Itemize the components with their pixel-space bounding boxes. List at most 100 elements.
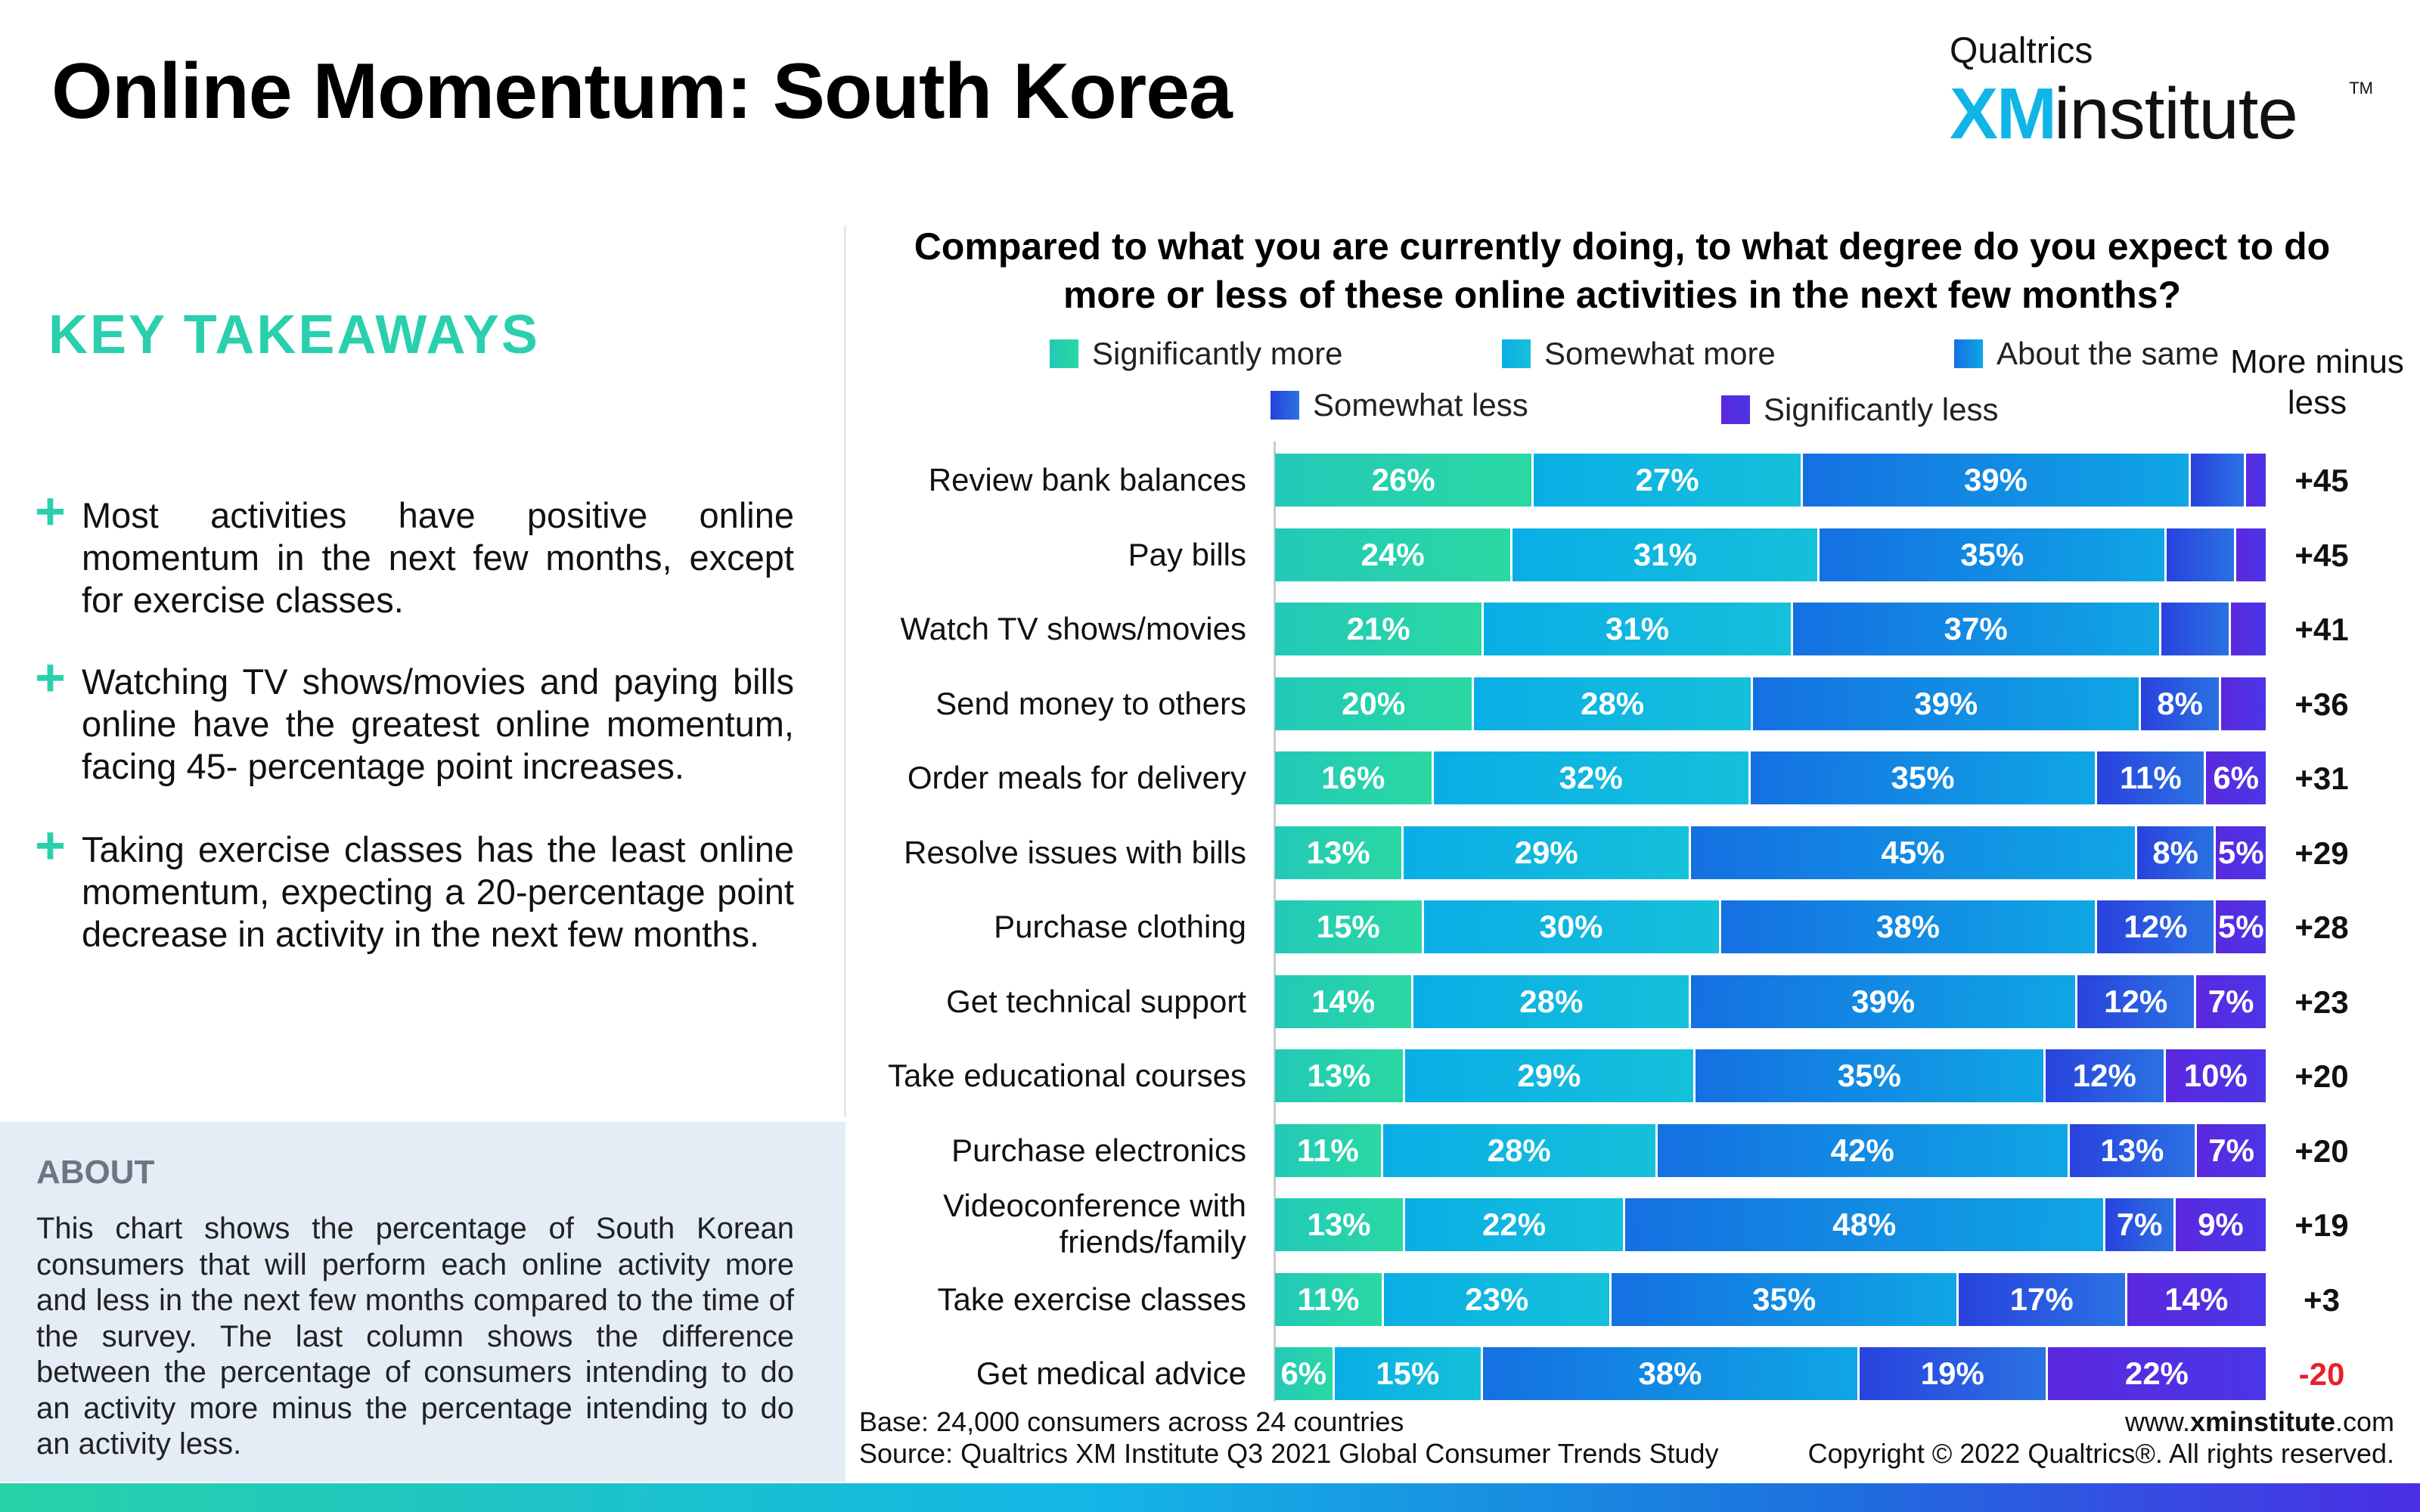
bar-segment: 26%: [1275, 454, 1534, 507]
logo-trademark: TM: [2349, 79, 2373, 98]
net-value: +20: [2294, 1058, 2349, 1094]
bottom-gradient-stripe: [0, 1483, 2420, 1512]
net-value: +23: [2294, 984, 2349, 1020]
bar-segment: 5%: [2216, 900, 2266, 953]
website-link[interactable]: www.xminstitute.com: [2124, 1406, 2394, 1437]
bar-segment: 24%: [1275, 528, 1513, 581]
category-label: Pay bills: [1128, 536, 1246, 572]
bar-segment: 11%: [1275, 1272, 1385, 1326]
category-label: Purchase electronics: [951, 1132, 1246, 1168]
net-column-heading: More minus less: [2230, 343, 2404, 421]
copyright-text: Copyright © 2022 Qualtrics®. All rights …: [1807, 1438, 2394, 1469]
category-label: Purchase clothing: [994, 909, 1246, 944]
net-value: +31: [2294, 761, 2349, 796]
bar-segment: 8%: [2141, 677, 2221, 730]
category-label: Take educational courses: [888, 1058, 1246, 1093]
legend-swatch: [1502, 339, 1531, 368]
category-label: Take exercise classes: [937, 1281, 1247, 1317]
bar-segment: 15%: [1275, 900, 1424, 953]
bar-segment: 27%: [1534, 454, 1803, 507]
category-label: Send money to others: [935, 685, 1246, 721]
bar-segment: 38%: [1720, 900, 2098, 953]
bar-segment: 6%: [1275, 1347, 1335, 1400]
takeaways-panel: KEY TAKEAWAYS + Most activities have pos…: [0, 219, 844, 1122]
legend-item-somewhat-less: Somewhat less: [1270, 387, 1528, 423]
category-label: Get technical support: [946, 983, 1246, 1019]
plus-icon: +: [35, 482, 66, 541]
net-value: +29: [2294, 835, 2349, 871]
column-divider: [844, 225, 846, 1117]
bar-segment: [2191, 454, 2246, 507]
net-value: +3: [2304, 1281, 2340, 1318]
bar-segment: 48%: [1625, 1198, 2106, 1251]
stacked-bar: 15% 30% 38% 12% 5%: [1275, 900, 2266, 953]
plus-icon: +: [35, 816, 66, 875]
takeaway-text: Most activities have positive online mom…: [82, 495, 794, 620]
net-value: +36: [2294, 686, 2349, 722]
takeaway-text: Taking exercise classes has the least on…: [82, 829, 794, 954]
net-value: +20: [2294, 1132, 2349, 1169]
bar-segment: 14%: [1275, 974, 1414, 1028]
legend-swatch: [1954, 339, 1983, 368]
bar-segment: 7%: [2105, 1198, 2176, 1251]
legend-swatch: [1270, 391, 1299, 420]
bar-segment: 29%: [1405, 1049, 1696, 1102]
legend-label: About the same: [1996, 336, 2220, 371]
stacked-bar: 13% 29% 35% 12% 10%: [1275, 1049, 2266, 1102]
bar-segment: 39%: [1752, 677, 2142, 730]
bar-segment: 30%: [1423, 900, 1721, 953]
bar-segment: 32%: [1433, 751, 1751, 804]
bar-segment: 20%: [1275, 677, 1475, 730]
legend-swatch: [1050, 339, 1078, 368]
source-note: Source: Qualtrics XM Institute Q3 2021 G…: [859, 1438, 1719, 1469]
net-value: +45: [2294, 537, 2349, 573]
stacked-bar: 11% 28% 42% 13% 7%: [1275, 1123, 2266, 1177]
bar-segment: 37%: [1792, 603, 2161, 655]
bar-segment: 12%: [2097, 900, 2217, 953]
bar-segment: 6%: [2206, 751, 2266, 804]
xm-institute-logo: Qualtrics XM institute TM: [1950, 30, 2373, 154]
takeaway-item: + Watching TV shows/movies and paying bi…: [35, 651, 794, 788]
bar-segment: [2230, 603, 2266, 655]
footer-source: Base: 24,000 consumers across 24 countri…: [859, 1406, 1719, 1470]
category-label: Watch TV shows/movies: [900, 611, 1246, 646]
bar-segment: 15%: [1334, 1347, 1484, 1400]
bar-segment: 39%: [1802, 454, 2192, 507]
bar-segment: 16%: [1275, 751, 1434, 804]
bar-segment: 12%: [2077, 974, 2197, 1028]
bar-segment: [2245, 454, 2266, 507]
legend-item-significantly-more: Significantly more: [1050, 336, 1342, 372]
bar-segment: 13%: [1275, 1198, 1406, 1251]
category-label: Resolve issues with bills: [904, 834, 1246, 870]
stacked-bar: 26% 27% 39%: [1275, 454, 2266, 507]
bar-segment: 7%: [2196, 974, 2266, 1028]
bar-segment: 31%: [1512, 528, 1820, 581]
category-label: Order meals for delivery: [907, 760, 1246, 795]
bar-segment: 28%: [1413, 974, 1692, 1028]
about-heading: ABOUT: [36, 1154, 155, 1191]
bar-segment: [2220, 677, 2266, 730]
bar-segment: [2166, 528, 2236, 581]
bar-segment: 11%: [1275, 1123, 1383, 1177]
legend-label: Significantly less: [1764, 392, 1999, 427]
bar-segment: 22%: [2047, 1347, 2266, 1400]
category-label: Review bank balances: [928, 462, 1246, 497]
legend-label: Somewhat more: [1544, 336, 1776, 371]
bar-segment: 35%: [1750, 751, 2098, 804]
stacked-bar: 13% 22% 48% 7% 9%: [1275, 1198, 2266, 1251]
legend-label: Somewhat less: [1313, 387, 1528, 423]
logo-qualtrics-text: Qualtrics: [1950, 31, 2093, 71]
bar-segment: 14%: [2127, 1272, 2266, 1326]
stacked-bar: 24% 31% 35%: [1275, 528, 2266, 581]
about-text: This chart shows the percentage of South…: [36, 1212, 794, 1461]
net-value: +19: [2294, 1207, 2349, 1243]
net-value: -20: [2298, 1356, 2345, 1392]
takeaway-item: + Taking exercise classes has the least …: [35, 816, 794, 956]
bar-segment: 13%: [1275, 826, 1404, 879]
logo-institute-text: institute: [2054, 73, 2298, 154]
bar-segment: 29%: [1404, 826, 1692, 879]
stacked-bar: 20% 28% 39% 8%: [1275, 677, 2266, 730]
bar-segment: 5%: [2216, 826, 2266, 879]
bar-segment: 45%: [1691, 826, 2137, 879]
bar-segment: 7%: [2197, 1123, 2266, 1177]
